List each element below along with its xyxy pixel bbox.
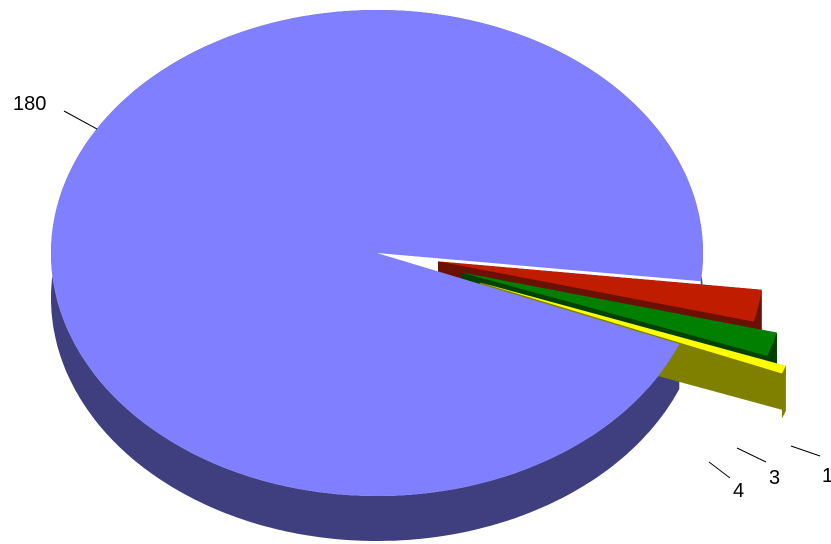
data-label-3: 3 bbox=[769, 467, 780, 489]
data-label-180: 180 bbox=[13, 93, 46, 115]
data-label-4: 4 bbox=[733, 480, 744, 502]
leader-line bbox=[63, 110, 98, 130]
slice-180 bbox=[51, 10, 704, 497]
slice-1 bbox=[479, 282, 786, 374]
leader-line bbox=[736, 447, 767, 463]
data-label-1: 1 bbox=[822, 465, 831, 487]
slice-3 bbox=[461, 272, 777, 356]
slice-4 bbox=[438, 261, 762, 322]
leader-line bbox=[708, 461, 731, 479]
leader-line bbox=[790, 445, 821, 457]
pie-data-labels: 180 4 3 1 bbox=[13, 93, 831, 502]
pie-tops bbox=[51, 10, 786, 497]
